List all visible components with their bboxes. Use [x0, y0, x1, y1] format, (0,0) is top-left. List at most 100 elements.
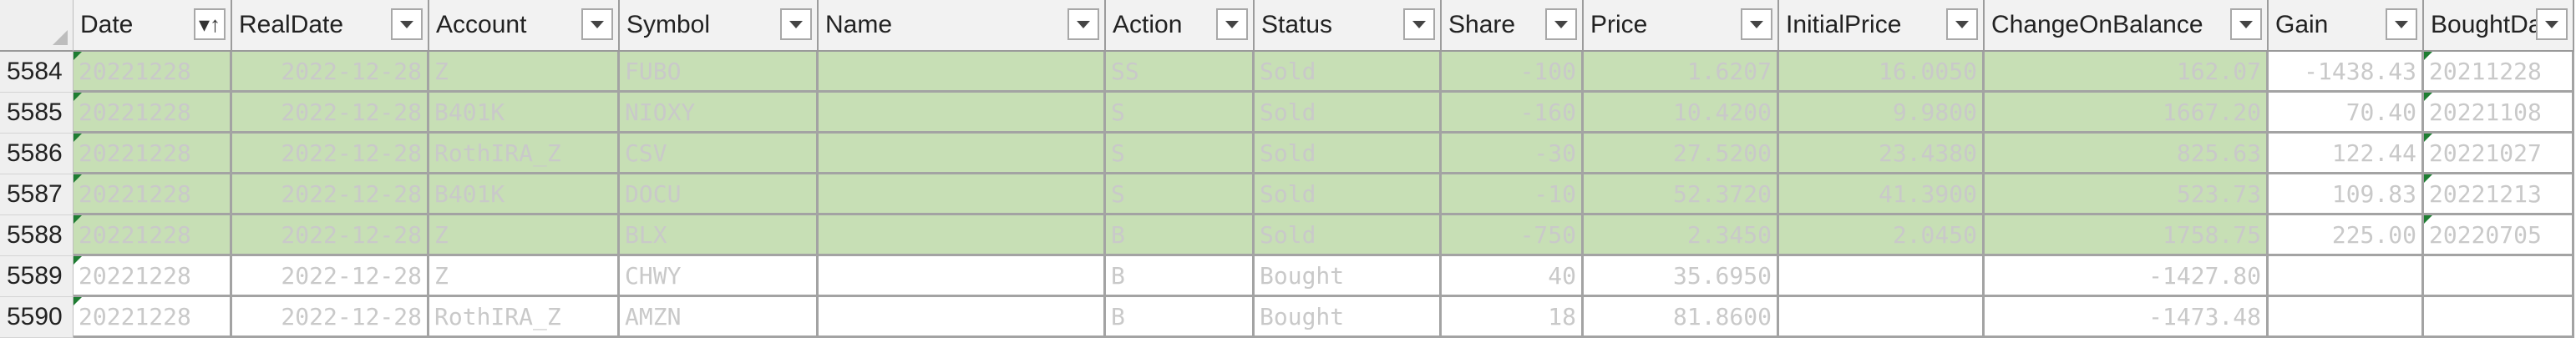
- column-header-boughtdate[interactable]: BoughtDat: [2424, 0, 2574, 52]
- cell-symbol[interactable]: BLX: [620, 215, 819, 256]
- cell-initialprice[interactable]: 16.0050: [1779, 52, 1985, 93]
- cell-boughtdate[interactable]: 20221027: [2424, 134, 2574, 174]
- cell-status[interactable]: Bought: [1255, 297, 1442, 338]
- cell-name[interactable]: [819, 215, 1106, 256]
- cell-status[interactable]: Sold: [1255, 134, 1442, 174]
- cell-name[interactable]: [819, 174, 1106, 215]
- cell-changeonbalance[interactable]: 1758.75: [1985, 215, 2269, 256]
- column-header-gain[interactable]: Gain: [2269, 0, 2424, 52]
- cell-initialprice[interactable]: 41.3900: [1779, 174, 1985, 215]
- filter-dropdown-button[interactable]: [581, 8, 613, 40]
- row-number[interactable]: 5584: [0, 52, 74, 93]
- cell-realdate[interactable]: 2022-12-28: [232, 297, 429, 338]
- cell-share[interactable]: -160: [1442, 93, 1584, 134]
- cell-name[interactable]: [819, 52, 1106, 93]
- column-header-symbol[interactable]: Symbol: [620, 0, 819, 52]
- cell-action[interactable]: B: [1106, 215, 1255, 256]
- cell-action[interactable]: B: [1106, 297, 1255, 338]
- cell-gain[interactable]: [2269, 256, 2424, 297]
- column-header-status[interactable]: Status: [1255, 0, 1442, 52]
- filter-dropdown-button[interactable]: [1545, 8, 1577, 40]
- cell-share[interactable]: -10: [1442, 174, 1584, 215]
- cell-account[interactable]: Z: [429, 215, 620, 256]
- filter-dropdown-button[interactable]: [1403, 8, 1435, 40]
- cell-status[interactable]: Sold: [1255, 52, 1442, 93]
- cell-initialprice[interactable]: [1779, 256, 1985, 297]
- cell-name[interactable]: [819, 134, 1106, 174]
- cell-account[interactable]: Z: [429, 256, 620, 297]
- cell-price[interactable]: 1.6207: [1584, 52, 1779, 93]
- column-header-action[interactable]: Action: [1106, 0, 1255, 52]
- cell-date[interactable]: 20221228: [74, 93, 232, 134]
- cell-date[interactable]: 20221228: [74, 215, 232, 256]
- row-number[interactable]: 5588: [0, 215, 74, 256]
- cell-date[interactable]: 20221228: [74, 297, 232, 338]
- cell-realdate[interactable]: 2022-12-28: [232, 215, 429, 256]
- column-header-date[interactable]: Date ▾↑: [74, 0, 232, 52]
- filter-dropdown-button[interactable]: [1216, 8, 1248, 40]
- filter-dropdown-button[interactable]: [2536, 8, 2568, 40]
- cell-date[interactable]: 20221228: [74, 52, 232, 93]
- cell-action[interactable]: B: [1106, 256, 1255, 297]
- cell-action[interactable]: S: [1106, 93, 1255, 134]
- cell-account[interactable]: Z: [429, 52, 620, 93]
- cell-name[interactable]: [819, 93, 1106, 134]
- cell-symbol[interactable]: CHWY: [620, 256, 819, 297]
- column-header-changeonbalance[interactable]: ChangeOnBalance: [1985, 0, 2269, 52]
- column-header-account[interactable]: Account: [429, 0, 620, 52]
- cell-account[interactable]: RothIRA_Z: [429, 297, 620, 338]
- cell-boughtdate[interactable]: [2424, 297, 2574, 338]
- cell-status[interactable]: Sold: [1255, 174, 1442, 215]
- row-number[interactable]: 5585: [0, 93, 74, 134]
- sort-filter-button[interactable]: ▾↑: [194, 8, 226, 40]
- cell-changeonbalance[interactable]: 162.07: [1985, 52, 2269, 93]
- cell-boughtdate[interactable]: 20220705: [2424, 215, 2574, 256]
- column-header-name[interactable]: Name: [819, 0, 1106, 52]
- cell-boughtdate[interactable]: 20211228: [2424, 52, 2574, 93]
- column-header-realdate[interactable]: RealDate: [232, 0, 429, 52]
- cell-price[interactable]: 10.4200: [1584, 93, 1779, 134]
- cell-initialprice[interactable]: [1779, 297, 1985, 338]
- cell-gain[interactable]: 225.00: [2269, 215, 2424, 256]
- filter-dropdown-button[interactable]: [780, 8, 812, 40]
- cell-realdate[interactable]: 2022-12-28: [232, 134, 429, 174]
- cell-action[interactable]: S: [1106, 134, 1255, 174]
- cell-status[interactable]: Sold: [1255, 93, 1442, 134]
- cell-initialprice[interactable]: 2.0450: [1779, 215, 1985, 256]
- cell-symbol[interactable]: NIOXY: [620, 93, 819, 134]
- cell-date[interactable]: 20221228: [74, 256, 232, 297]
- column-header-initialprice[interactable]: InitialPrice: [1779, 0, 1985, 52]
- row-number[interactable]: 5586: [0, 134, 74, 174]
- cell-account[interactable]: B401K: [429, 93, 620, 134]
- cell-realdate[interactable]: 2022-12-28: [232, 256, 429, 297]
- row-number[interactable]: 5589: [0, 256, 74, 297]
- filter-dropdown-button[interactable]: [2230, 8, 2262, 40]
- filter-dropdown-button[interactable]: [391, 8, 423, 40]
- cell-boughtdate[interactable]: 20221108: [2424, 93, 2574, 134]
- filter-dropdown-button[interactable]: [1067, 8, 1099, 40]
- cell-symbol[interactable]: FUBO: [620, 52, 819, 93]
- column-header-price[interactable]: Price: [1584, 0, 1779, 52]
- cell-changeonbalance[interactable]: -1473.48: [1985, 297, 2269, 338]
- row-number[interactable]: 5590: [0, 297, 74, 338]
- cell-gain[interactable]: -1438.43: [2269, 52, 2424, 93]
- cell-name[interactable]: [819, 297, 1106, 338]
- cell-changeonbalance[interactable]: 825.63: [1985, 134, 2269, 174]
- cell-realdate[interactable]: 2022-12-28: [232, 174, 429, 215]
- cell-symbol[interactable]: DOCU: [620, 174, 819, 215]
- cell-gain[interactable]: 109.83: [2269, 174, 2424, 215]
- cell-status[interactable]: Sold: [1255, 215, 1442, 256]
- cell-changeonbalance[interactable]: -1427.80: [1985, 256, 2269, 297]
- cell-date[interactable]: 20221228: [74, 134, 232, 174]
- cell-boughtdate[interactable]: 20221213: [2424, 174, 2574, 215]
- cell-initialprice[interactable]: 9.9800: [1779, 93, 1985, 134]
- cell-account[interactable]: RothIRA_Z: [429, 134, 620, 174]
- row-number[interactable]: 5587: [0, 174, 74, 215]
- cell-gain[interactable]: 122.44: [2269, 134, 2424, 174]
- cell-changeonbalance[interactable]: 523.73: [1985, 174, 2269, 215]
- cell-symbol[interactable]: AMZN: [620, 297, 819, 338]
- cell-date[interactable]: 20221228: [74, 174, 232, 215]
- cell-share[interactable]: 18: [1442, 297, 1584, 338]
- column-header-share[interactable]: Share: [1442, 0, 1584, 52]
- filter-dropdown-button[interactable]: [1946, 8, 1978, 40]
